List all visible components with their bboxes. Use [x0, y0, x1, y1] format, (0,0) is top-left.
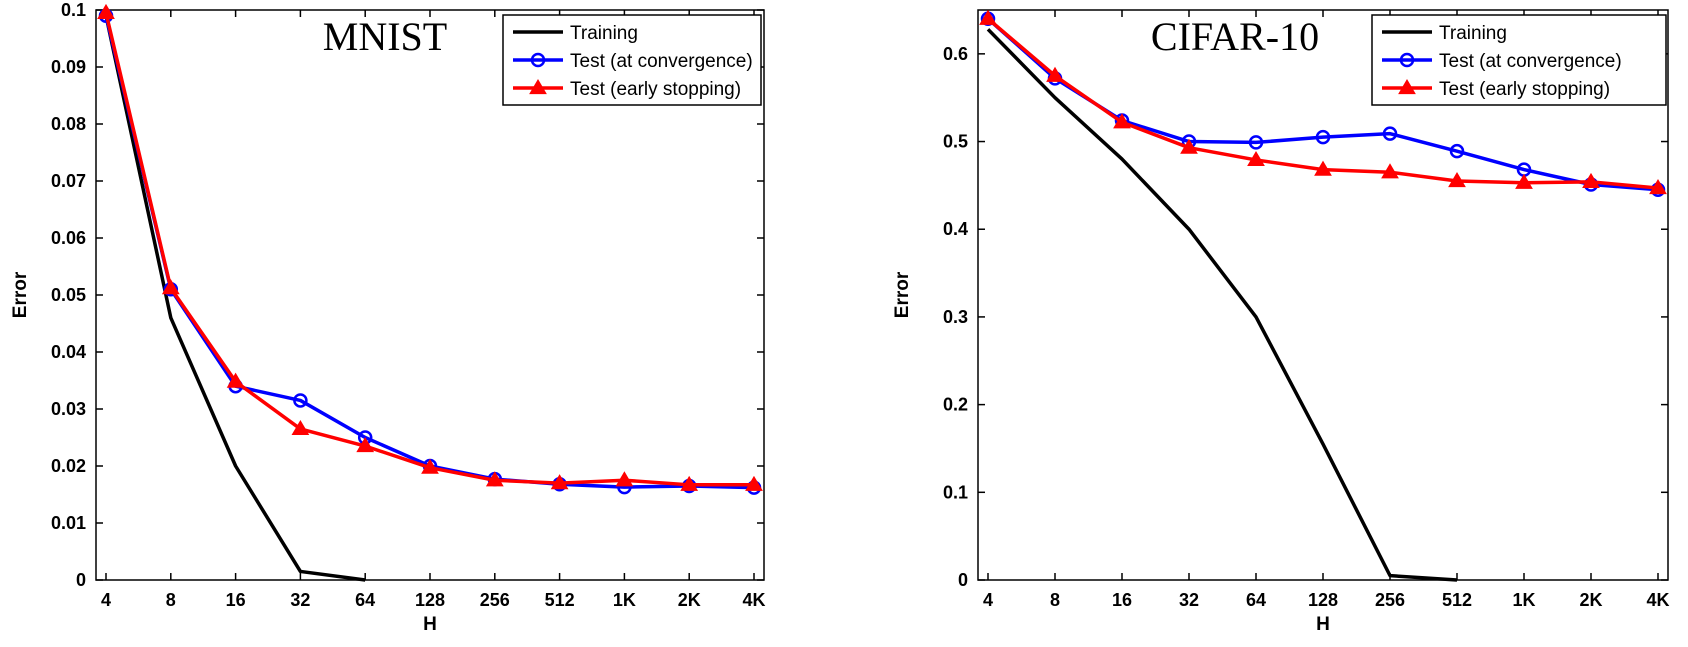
- legend-marker-2: [1398, 79, 1416, 95]
- x-tick-label: 64: [355, 590, 375, 610]
- y-axis-label: Error: [892, 271, 913, 318]
- x-tick-label: 512: [545, 590, 575, 610]
- x-tick-label: 16: [226, 590, 246, 610]
- legend-entry-1: Test (at convergence): [1439, 51, 1622, 72]
- y-tick-label: 0.03: [51, 399, 86, 419]
- series-2-point: [226, 372, 245, 388]
- x-tick-label: 16: [1112, 590, 1132, 610]
- y-tick-label: 0.07: [51, 171, 86, 191]
- legend-marker-2: [529, 79, 547, 95]
- series-1-point: [1315, 129, 1331, 145]
- series-line-0: [104, 15, 366, 582]
- series-1-point: [1382, 126, 1398, 141]
- x-tick-label: 128: [1308, 590, 1338, 610]
- y-tick-label: 0.02: [51, 456, 86, 476]
- x-tick-label: 2K: [1579, 590, 1602, 610]
- y-tick-label: 0.1: [61, 0, 86, 20]
- series-2-point: [1046, 66, 1064, 82]
- legend-entry-1: Test (at convergence): [570, 51, 753, 72]
- x-tick-label: 256: [480, 590, 510, 610]
- series-2-point: [421, 458, 439, 474]
- x-tick-label: 64: [1246, 590, 1266, 610]
- legend-marker-1: [1399, 52, 1415, 68]
- series-2-point: [1381, 163, 1399, 179]
- x-tick-label: 32: [1179, 590, 1199, 610]
- series-2-point: [356, 437, 375, 453]
- series-2-point: [615, 471, 634, 487]
- series-2-point: [1448, 172, 1466, 188]
- y-tick-label: 0.09: [51, 57, 86, 77]
- series-2-point: [1113, 113, 1131, 129]
- legend-entry-2: Test (early stopping): [570, 79, 741, 100]
- series-2-point: [550, 474, 569, 490]
- y-tick-label: 0.08: [51, 114, 86, 134]
- x-tick-label: 4: [983, 590, 993, 610]
- series-2-point: [1515, 173, 1533, 189]
- panel-title: MNIST: [323, 14, 447, 59]
- series-2-point: [291, 419, 310, 436]
- series-line-0: [986, 28, 1458, 582]
- x-tick-label: 256: [1375, 590, 1405, 610]
- y-tick-label: 0.05: [51, 285, 86, 305]
- series-2-point: [485, 471, 504, 487]
- x-axis-label: H: [423, 614, 437, 635]
- x-tick-label: 2K: [678, 590, 701, 610]
- y-tick-label: 0.5: [943, 132, 968, 152]
- series-2-point: [1247, 150, 1265, 167]
- y-axis-label: Error: [10, 271, 31, 318]
- series-2-point: [1180, 138, 1198, 154]
- legend-marker-1: [530, 52, 546, 68]
- y-tick-label: 0.01: [51, 513, 86, 533]
- y-tick-label: 0.1: [943, 482, 968, 502]
- y-tick-label: 0.3: [943, 307, 968, 327]
- series-2-point: [1649, 179, 1667, 195]
- series-2-point: [979, 9, 997, 25]
- legend-entry-0: Training: [1439, 23, 1507, 44]
- x-tick-label: 32: [290, 590, 310, 610]
- panel-title: CIFAR-10: [1151, 14, 1319, 59]
- x-axis-label: H: [1316, 614, 1330, 635]
- y-tick-label: 0.04: [51, 342, 86, 362]
- legend-entry-2: Test (early stopping): [1439, 79, 1610, 100]
- x-tick-label: 4: [101, 590, 111, 610]
- x-tick-label: 4K: [1646, 590, 1669, 610]
- series-2-point: [745, 475, 763, 491]
- series-1-point: [1248, 135, 1264, 150]
- legend-entry-0: Training: [570, 23, 638, 44]
- y-tick-label: 0.06: [51, 228, 86, 248]
- y-tick-label: 0: [76, 570, 86, 590]
- y-tick-label: 0.2: [943, 395, 968, 415]
- series-2-point: [1314, 160, 1332, 176]
- series-2-point: [680, 475, 699, 491]
- series-2-point: [161, 279, 180, 295]
- series-1-point: [1449, 143, 1465, 159]
- y-tick-label: 0.4: [943, 219, 968, 239]
- x-tick-label: 4K: [742, 590, 765, 610]
- x-tick-label: 8: [166, 590, 176, 610]
- x-tick-label: 1K: [1512, 590, 1535, 610]
- x-tick-label: 8: [1050, 590, 1060, 610]
- chart-panel-1: 0 0.1 0.2 0.3 0.4 0.5 0.6 4 8 16 32 64 128 256 512 1K 2K…: [892, 9, 1670, 635]
- x-tick-label: 128: [415, 590, 445, 610]
- x-tick-label: 1K: [613, 590, 636, 610]
- series-1-point: [293, 393, 308, 408]
- y-tick-label: 0: [958, 570, 968, 590]
- y-tick-label: 0.6: [943, 44, 968, 64]
- series-2-point: [97, 3, 115, 19]
- series-2-point: [1582, 172, 1600, 188]
- chart-panel-0: 0 0.01 0.02 0.03 0.04 0.05 0.06 0.07 0.08 0.09 0.1…: [10, 0, 766, 635]
- x-tick-label: 512: [1442, 590, 1472, 610]
